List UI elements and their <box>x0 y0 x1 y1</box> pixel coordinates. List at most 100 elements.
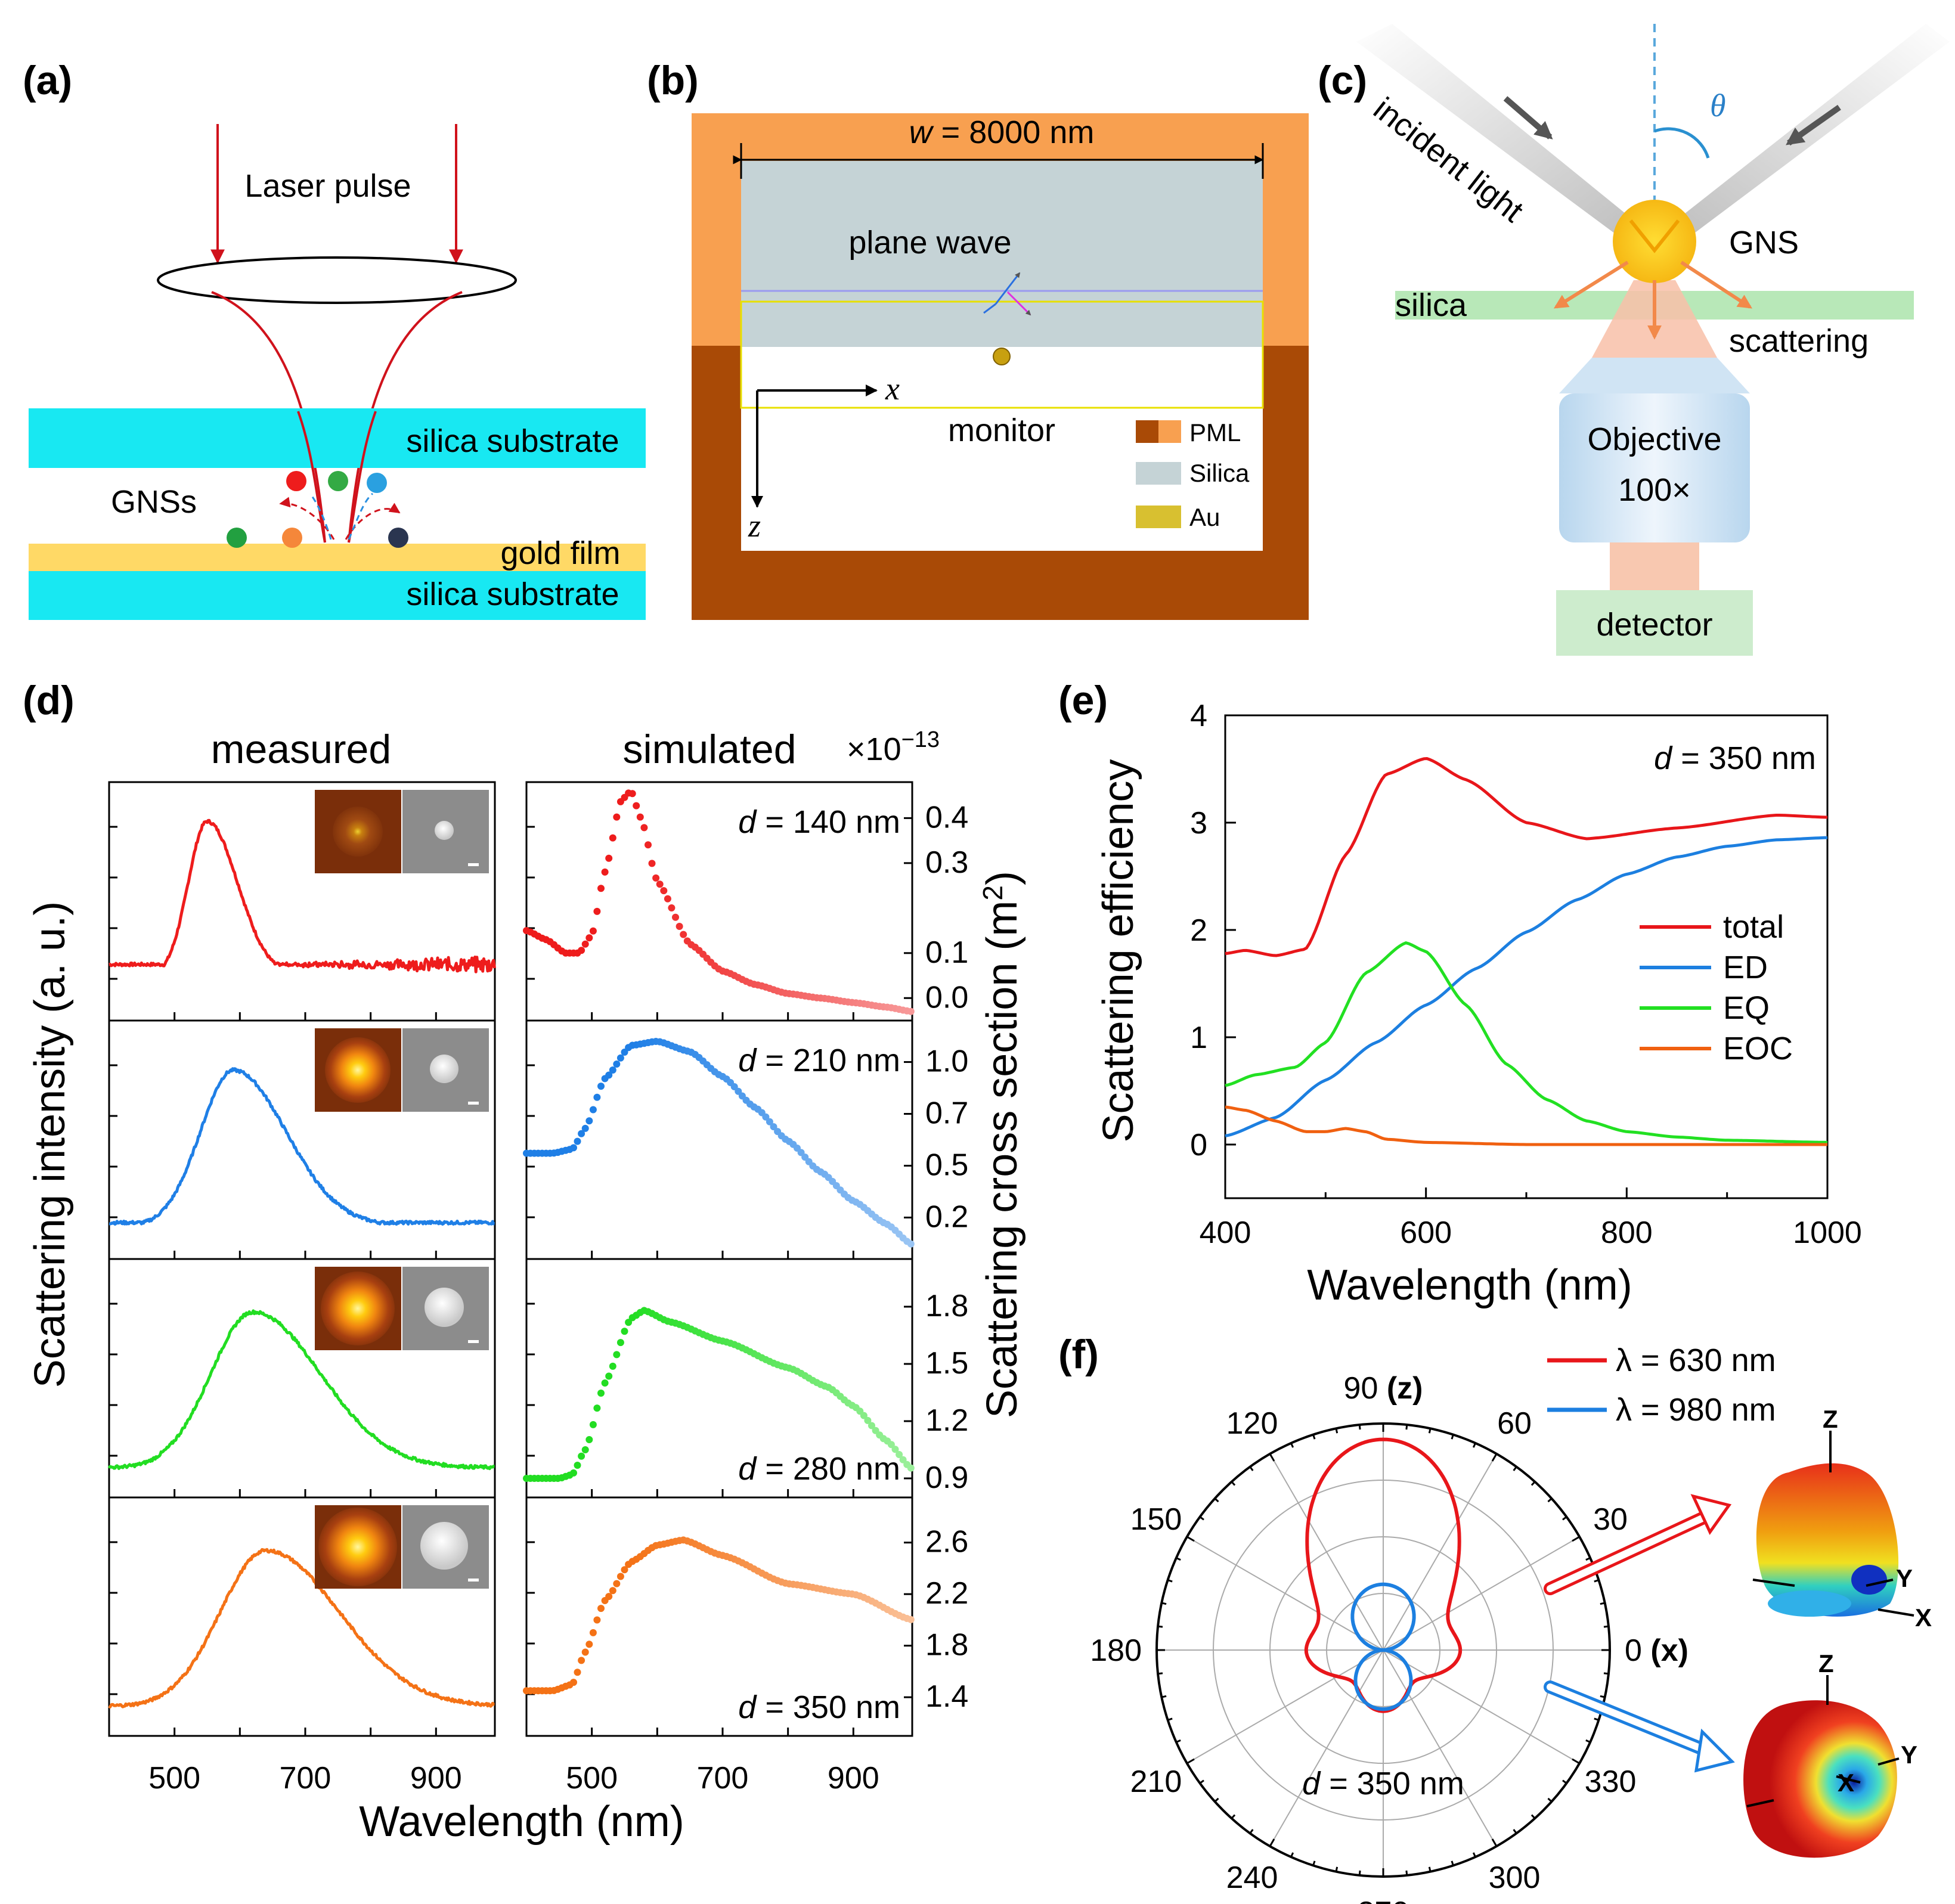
f-plot-area: 0 (x) 30 60 90 (z) 120 150 180 210 240 270 300 330 <box>1090 1371 1688 1904</box>
focus-beam-right <box>348 291 463 543</box>
x-tick-label: 400 <box>1200 1215 1251 1250</box>
scale-bar <box>468 1102 479 1105</box>
right-tick-label: 0.0 <box>925 980 968 1015</box>
simulated-data-point <box>668 904 676 911</box>
simulated-data-point <box>609 1362 616 1370</box>
right-tick-label: 0.7 <box>925 1096 968 1131</box>
polar-tick <box>1513 1829 1517 1834</box>
gnss-label: GNSs <box>111 484 197 520</box>
polar-angle-label: 120 <box>1226 1406 1278 1441</box>
e-x-axis-title: Wavelength (nm) <box>1307 1261 1632 1309</box>
plane-wave-label: plane wave <box>848 225 1011 261</box>
measured-spectrum-line <box>108 1548 495 1708</box>
y-tick-label: 3 <box>1190 806 1207 841</box>
simulated-data-point <box>570 1144 577 1152</box>
polar-tick <box>1335 1866 1339 1872</box>
silica-substrate-top-label: silica substrate <box>406 423 619 459</box>
scatter-arrow-left <box>1553 261 1629 309</box>
d-x-axis-title: Wavelength (nm) <box>359 1798 684 1846</box>
diameter-annotation: d = 140 nm <box>738 804 900 840</box>
simulated-data-point <box>652 874 660 882</box>
simulated-data-point <box>589 1629 597 1636</box>
panel-a: (a) Laser pulse silica substrate GNSs go… <box>23 58 646 620</box>
polar-spoke <box>1383 1536 1580 1651</box>
polar-tick <box>1176 1557 1181 1561</box>
right-tick-label: 0.9 <box>925 1460 968 1495</box>
simulated-data-point <box>887 1441 895 1449</box>
e-series-total <box>1225 756 1828 957</box>
h-vector-icon <box>1006 291 1031 316</box>
panel-e-label: (e) <box>1058 678 1108 723</box>
darkfield-spot <box>325 1037 391 1103</box>
x-tick-label: 600 <box>1400 1215 1452 1250</box>
incident-arrow-left <box>1503 96 1553 139</box>
gns-particle <box>282 528 302 548</box>
simulated-data-point <box>593 907 601 915</box>
x-tick-label: 500 <box>566 1761 618 1796</box>
polar-tick <box>1186 1536 1195 1542</box>
polar-angle-label: 300 <box>1489 1860 1541 1895</box>
polar-tick <box>1214 1497 1219 1503</box>
polar-spoke <box>1186 1536 1384 1651</box>
e-annotation: d = 350 nm <box>1654 740 1816 776</box>
laser-pulse-label: Laser pulse <box>244 168 411 204</box>
simulated-data-point <box>660 887 668 895</box>
lobe-3d-630: Z Y X <box>1544 1405 1932 1632</box>
polar-angle-label: 180 <box>1090 1633 1142 1668</box>
simulated-data-point <box>574 1137 581 1145</box>
arrow-630-fill <box>1547 1511 1715 1592</box>
right-tick-label: 1.2 <box>925 1403 968 1438</box>
y-tick-label: 2 <box>1190 913 1207 948</box>
inset-images <box>315 790 489 1589</box>
darkfield-spot <box>333 807 383 857</box>
incident-light-label: incident light <box>1367 91 1530 229</box>
polar-tick <box>1214 1797 1219 1803</box>
f-legend: λ = 630 nm λ = 980 nm <box>1547 1342 1776 1428</box>
polar-angle-label: 60 <box>1497 1406 1532 1441</box>
polar-tick <box>1572 1536 1580 1542</box>
lobe-630-y-label: Y <box>1896 1564 1913 1592</box>
arrow-630-head <box>1690 1494 1732 1535</box>
sem-particle <box>420 1522 468 1570</box>
polar-spoke <box>1269 1453 1384 1651</box>
measured-frame <box>108 1496 496 1737</box>
incident-beam-left <box>1356 24 1663 256</box>
lobe-630-x-label: X <box>1915 1604 1932 1632</box>
panel-e: (e) Scattering efficiency Wavelength (nm… <box>1058 678 1862 1309</box>
polar-tick <box>1562 1516 1567 1521</box>
lobe-630-x-axis <box>1877 1608 1914 1617</box>
polar-tick <box>1231 1481 1236 1486</box>
simulated-data-point <box>613 1060 621 1068</box>
legend-au: Au <box>1189 503 1220 531</box>
lobe-980-y-axis <box>1877 1757 1900 1766</box>
simulated-data-point <box>907 1007 915 1015</box>
lobe-980-x-axis <box>1836 1775 1861 1784</box>
objective-top <box>1559 358 1750 393</box>
simulated-y-axis-title: Scattering cross section (m2) <box>977 871 1026 1418</box>
polar-tick <box>1157 1625 1163 1628</box>
simulated-data-point <box>601 868 609 876</box>
simulated-data-point <box>633 802 640 810</box>
simulated-data-point <box>589 1106 597 1114</box>
silica-label: silica <box>1395 287 1467 323</box>
polar-tick <box>1335 1428 1339 1434</box>
diameter-annotation: d = 280 nm <box>738 1451 900 1487</box>
polar-tick <box>1312 1434 1316 1440</box>
arrow-980-fill <box>1547 1683 1715 1756</box>
polar-tick <box>1428 1428 1432 1434</box>
arrow-980-head <box>1694 1728 1735 1773</box>
polar-tick <box>1199 1516 1204 1521</box>
polar-tick <box>1231 1814 1236 1819</box>
polar-tick <box>1585 1739 1591 1743</box>
simulated-data-point <box>597 1083 605 1090</box>
simulated-data-point <box>597 1390 605 1397</box>
polar-tick <box>1585 1557 1591 1561</box>
scale-label: ×10−13 <box>847 727 940 767</box>
polar-tick <box>1547 1797 1553 1803</box>
polar-tick <box>1358 1870 1361 1876</box>
d-plot-area: 0.4 0.3 0.1 0.0 d = 140 nm 1.0 0.7 0.5 0.2 d = 21… <box>107 781 968 1796</box>
silica-region <box>741 161 1263 347</box>
polar-tick <box>1249 1829 1254 1834</box>
polar-angle-label: 30 <box>1593 1502 1628 1537</box>
